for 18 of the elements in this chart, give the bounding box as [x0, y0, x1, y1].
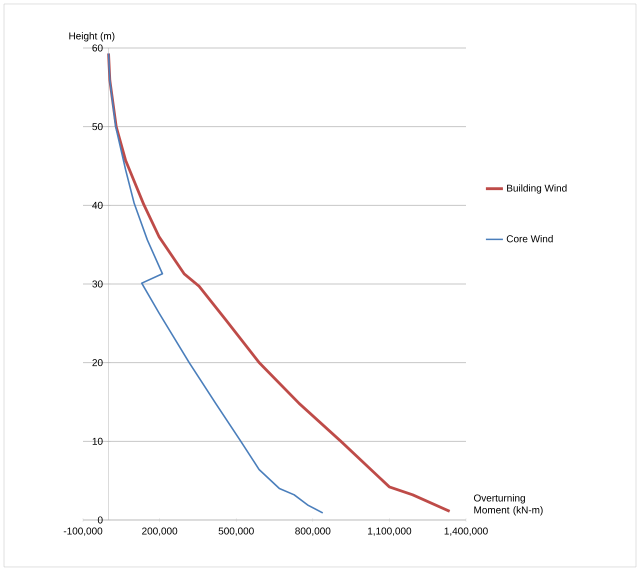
x-tick-label: 500,000 [218, 528, 254, 536]
legend-label: Core Wind [506, 235, 553, 242]
legend-label: Building Wind [507, 184, 567, 194]
y-tick-label: 20 [92, 359, 103, 366]
y-tick-label: 10 [92, 438, 103, 445]
y-axis-title: Height (m) [69, 32, 114, 42]
line-series [108, 52, 324, 514]
x-axis-title: Overturning Moment (kN-m) [474, 494, 543, 516]
x-tick-label: 1,100,000 [368, 528, 412, 536]
x-tick-label: 800,000 [295, 528, 330, 536]
y-tick-label: 30 [92, 280, 103, 288]
y-tick-label: 40 [92, 202, 103, 209]
x-tick-label: -100,000 [64, 528, 102, 536]
x-tick-label: 1,400,000 [444, 528, 488, 536]
y-tick-label: 60 [92, 44, 103, 52]
x-tick-label: 200,000 [142, 528, 178, 536]
y-tick-label: 50 [92, 123, 103, 130]
y-tick-label: 0 [98, 516, 103, 524]
